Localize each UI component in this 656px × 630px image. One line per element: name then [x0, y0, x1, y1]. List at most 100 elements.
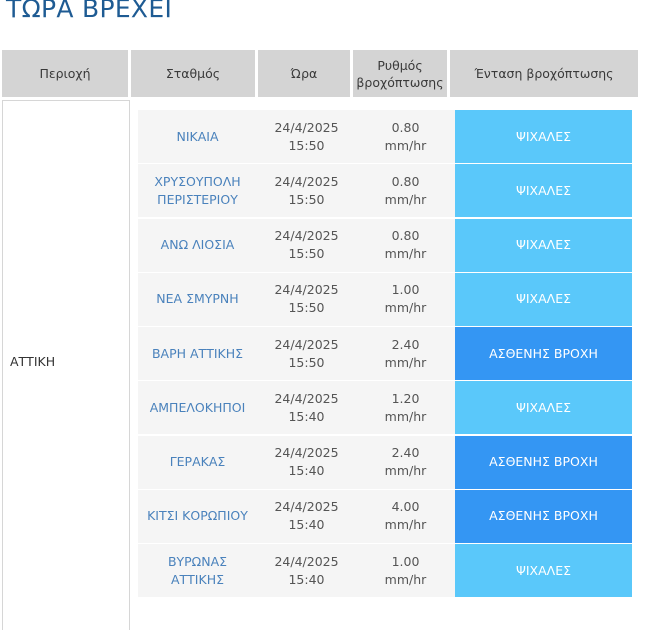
rate-unit: mm/hr: [384, 354, 427, 370]
intensity-label: ΨΙΧΑΛΕΣ: [516, 399, 571, 415]
rate-cell: 0.80 mm/hr: [356, 218, 455, 272]
header-station: Σταθμός: [131, 50, 255, 97]
rate-unit: mm/hr: [384, 463, 427, 478]
rate-value: 2.40: [391, 445, 420, 460]
header-time: Ώρα: [258, 50, 350, 97]
header-time-label: Ώρα: [290, 66, 318, 81]
station-name: ΒΑΡΗ ΑΤΤΙΚΗΣ: [151, 345, 244, 361]
intensity-label: ΨΙΧΑΛΕΣ: [516, 237, 571, 252]
rate-value: 1.00: [391, 282, 420, 298]
station-cell[interactable]: ΑΜΠΕΛΟΚΗΠΟΙ: [138, 381, 257, 435]
rate-value: 4.00: [391, 499, 420, 515]
rate-cell: 0.80 mm/hr: [356, 164, 455, 218]
rate-unit: mm/hr: [384, 191, 427, 207]
rate-cell: 4.00 mm/hr: [356, 489, 455, 543]
station-cell[interactable]: ΑΝΩ ΛΙΟΣΙΑ: [138, 218, 257, 272]
header-rate-label-2: βροχόπτωσης: [356, 74, 444, 90]
station-name-line2: ΑΤΤΙΚΗΣ: [170, 571, 224, 587]
intensity-label: ΑΣΘΕΝΗΣ ΒΡΟΧΗ: [489, 508, 598, 524]
station-cell[interactable]: ΒΑΡΗ ΑΤΤΙΚΗΣ: [138, 327, 257, 380]
intensity-cell: ΨΙΧΑΛΕΣ: [455, 218, 632, 272]
intensity-cell: ΑΣΘΕΝΗΣ ΒΡΟΧΗ: [455, 327, 632, 380]
intensity-label: ΨΙΧΑΛΕΣ: [516, 182, 571, 198]
header-region: Περιοχή: [2, 50, 128, 97]
rate-value: 1.20: [391, 390, 420, 406]
station-cell[interactable]: ΚΙΤΣΙ ΚΟΡΩΠΙΟΥ: [138, 489, 257, 543]
date-value: 24/4/2025: [274, 390, 339, 406]
region-label: ΑΤΤΙΚΗ: [10, 354, 56, 369]
time-value: 15:40: [288, 517, 325, 533]
page-title: ΤΩΡΑ ΒΡΕΧΕΙ: [6, 0, 173, 23]
station-name: ΚΙΤΣΙ ΚΟΡΩΠΙΟΥ: [147, 508, 248, 524]
rate-value: 0.80: [391, 228, 420, 243]
time-value: 15:50: [288, 246, 325, 261]
intensity-cell: ΑΣΘΕΝΗΣ ΒΡΟΧΗ: [455, 435, 632, 489]
rate-unit: mm/hr: [384, 408, 427, 424]
time-cell: 24/4/2025 15:50: [257, 272, 356, 326]
date-value: 24/4/2025: [274, 119, 339, 135]
station-cell[interactable]: ΒΥΡΩΝΑΣ ΑΤΤΙΚΗΣ: [138, 544, 257, 597]
intensity-cell: ΨΙΧΑΛΕΣ: [455, 164, 632, 218]
time-value: 15:50: [288, 300, 325, 316]
rate-unit: mm/hr: [384, 300, 427, 316]
rate-unit: mm/hr: [384, 571, 427, 587]
date-value: 24/4/2025: [274, 499, 339, 515]
time-cell: 24/4/2025 15:40: [257, 381, 356, 435]
intensity-label: ΑΣΘΕΝΗΣ ΒΡΟΧΗ: [489, 454, 598, 469]
time-cell: 24/4/2025 15:50: [257, 218, 356, 272]
intensity-label: ΑΣΘΕΝΗΣ ΒΡΟΧΗ: [489, 345, 598, 361]
intensity-cell: ΨΙΧΑΛΕΣ: [455, 272, 632, 326]
time-cell: 24/4/2025 15:40: [257, 435, 356, 489]
table-row: ΒΥΡΩΝΑΣ ΑΤΤΙΚΗΣ 24/4/2025 15:40 1.00 mm/hr ΨΙΧ…: [0, 544, 656, 597]
rate-cell: 0.80 mm/hr: [356, 110, 455, 163]
time-cell: 24/4/2025 15:50: [257, 327, 356, 380]
rate-cell: 1.00 mm/hr: [356, 544, 455, 597]
table-row: ΑΝΩ ΛΙΟΣΙΑ 24/4/2025 15:50 0.80 mm/hr ΨΙΧΑΛΕΣ: [0, 218, 656, 272]
date-value: 24/4/2025: [274, 445, 339, 460]
time-cell: 24/4/2025 15:50: [257, 164, 356, 218]
time-value: 15:40: [288, 463, 325, 478]
header-region-label: Περιοχή: [39, 66, 91, 81]
time-cell: 24/4/2025 15:40: [257, 544, 356, 597]
date-value: 24/4/2025: [274, 553, 339, 569]
station-cell[interactable]: ΧΡΥΣΟΥΠΟΛΗ ΠΕΡΙΣΤΕΡΙΟΥ: [138, 164, 257, 218]
station-name: ΓΕΡΑΚΑΣ: [169, 454, 226, 469]
station-cell[interactable]: ΝΕΑ ΣΜΥΡΝΗ: [138, 272, 257, 326]
station-name: ΑΜΠΕΛΟΚΗΠΟΙ: [149, 399, 246, 415]
intensity-cell: ΨΙΧΑΛΕΣ: [455, 381, 632, 435]
station-cell[interactable]: ΝΙΚΑΙΑ: [138, 110, 257, 163]
region-cell: [2, 100, 130, 630]
date-value: 24/4/2025: [274, 336, 339, 352]
time-value: 15:50: [288, 354, 325, 370]
rate-value: 0.80: [391, 173, 420, 189]
header-rate-label-1: Ρυθμός: [377, 57, 423, 73]
intensity-label: ΨΙΧΑΛΕΣ: [516, 128, 571, 144]
intensity-cell: ΨΙΧΑΛΕΣ: [455, 110, 632, 163]
rate-cell: 1.20 mm/hr: [356, 381, 455, 435]
time-value: 15:50: [288, 191, 325, 207]
rate-unit: mm/hr: [384, 517, 427, 533]
table-row: ΑΜΠΕΛΟΚΗΠΟΙ 24/4/2025 15:40 1.20 mm/hr ΨΙΧΑΛΕ…: [0, 381, 656, 435]
time-value: 15:40: [288, 571, 325, 587]
rate-value: 0.80: [391, 119, 420, 135]
table-row: ΧΡΥΣΟΥΠΟΛΗ ΠΕΡΙΣΤΕΡΙΟΥ 24/4/2025 15:50 0.80 m…: [0, 164, 656, 218]
rate-unit: mm/hr: [384, 137, 427, 153]
header-rate: Ρυθμός βροχόπτωσης: [353, 50, 447, 97]
table-row: ΓΕΡΑΚΑΣ 24/4/2025 15:40 2.40 mm/hr ΑΣΘΕΝΗΣ ΒΡ…: [0, 435, 656, 489]
date-value: 24/4/2025: [274, 228, 339, 243]
header-intensity: Ένταση βροχόπτωσης: [450, 50, 638, 97]
header-intensity-label: Ένταση βροχόπτωσης: [474, 66, 614, 81]
intensity-label: ΨΙΧΑΛΕΣ: [516, 291, 571, 307]
time-cell: 24/4/2025 15:50: [257, 110, 356, 163]
station-name: ΧΡΥΣΟΥΠΟΛΗ: [154, 173, 241, 189]
date-value: 24/4/2025: [274, 282, 339, 298]
table-row: ΝΙΚΑΙΑ 24/4/2025 15:50 0.80 mm/hr ΨΙΧΑΛΕΣ: [0, 110, 656, 163]
rate-cell: 2.40 mm/hr: [356, 435, 455, 489]
time-value: 15:50: [288, 137, 325, 153]
station-name: ΒΥΡΩΝΑΣ: [167, 553, 228, 569]
station-name: ΝΙΚΑΙΑ: [176, 128, 219, 144]
station-cell[interactable]: ΓΕΡΑΚΑΣ: [138, 435, 257, 489]
rate-unit: mm/hr: [384, 246, 427, 261]
intensity-cell: ΑΣΘΕΝΗΣ ΒΡΟΧΗ: [455, 489, 632, 543]
rate-value: 2.40: [391, 336, 420, 352]
